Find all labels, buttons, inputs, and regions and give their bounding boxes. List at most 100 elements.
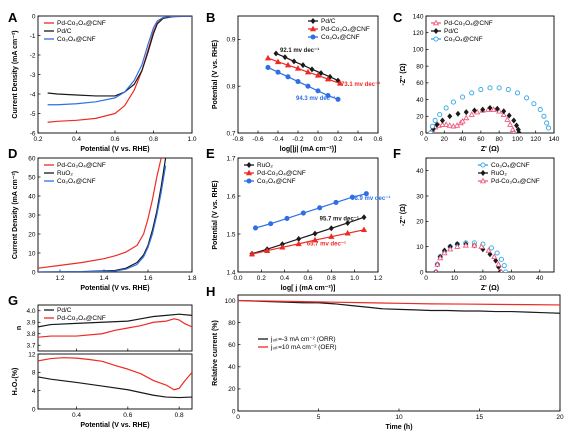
series-1 xyxy=(248,226,368,257)
data-point xyxy=(268,221,274,227)
x-tick-label: 20 xyxy=(479,275,487,282)
data-point xyxy=(273,50,279,57)
legend-marker xyxy=(310,34,316,40)
data-point xyxy=(300,210,306,216)
y-tick-label: 4 xyxy=(32,388,36,395)
legend-marker xyxy=(479,177,487,184)
legend-label: Co₃O₄@CNF xyxy=(57,36,96,43)
legend-marker xyxy=(480,162,486,168)
data-point xyxy=(504,116,511,122)
y-tick-label: 60 xyxy=(228,342,236,349)
data-point xyxy=(499,268,504,272)
legend-label: Pd-Co₃O₄@CNF xyxy=(444,20,493,27)
x-tick-label: 1.0 xyxy=(350,275,359,282)
legend-marker xyxy=(433,36,439,42)
data-point xyxy=(487,85,493,91)
legend-marker xyxy=(246,178,252,184)
series-line xyxy=(38,158,162,269)
data-point xyxy=(441,249,448,256)
y-tick-label: 4.0 xyxy=(26,308,35,315)
data-point xyxy=(507,121,514,127)
x-tick-label: 10 xyxy=(395,414,403,421)
series-line xyxy=(38,318,192,338)
series-line xyxy=(38,165,167,272)
y-tick-label: 3.9 xyxy=(26,320,35,327)
y-tick-label: 80 xyxy=(228,320,236,327)
panel-h: 0 5 10 15 20 0 20 40 60 80 100 Time (h) Relative cur… xyxy=(206,284,564,431)
y-tick-label: 0 xyxy=(420,130,424,137)
data-point xyxy=(450,99,456,105)
y-axis-label: H₂O₂(%) xyxy=(12,368,19,396)
y-tick-label: 3.8 xyxy=(26,331,35,338)
series-2 xyxy=(47,16,192,106)
plot-frame xyxy=(425,157,555,273)
data-point xyxy=(545,125,552,131)
slope-annotation: 65.7 mv dec⁻¹ xyxy=(307,240,346,247)
data-point xyxy=(544,120,550,126)
data-point xyxy=(284,61,292,68)
data-point xyxy=(439,117,445,124)
y-tick-label: 140 xyxy=(413,13,424,20)
data-point xyxy=(468,111,475,117)
x-axis-label: Z' (Ω) xyxy=(481,285,499,292)
panel-letter: F xyxy=(393,146,401,161)
x-tick-label: 0.4 xyxy=(353,136,362,143)
y-tick-label: 10 xyxy=(416,244,424,251)
data-point xyxy=(429,123,435,129)
data-point xyxy=(516,130,522,133)
data-point xyxy=(496,107,503,114)
y-tick-label: 100 xyxy=(413,47,424,54)
data-point xyxy=(349,194,355,200)
data-point xyxy=(460,94,466,100)
y-tick-label: 30 xyxy=(28,212,36,219)
data-point xyxy=(318,70,324,77)
y-tick-label: 8 xyxy=(32,370,36,377)
x-axis-label: Z' (Ω) xyxy=(481,146,499,153)
plot-frame xyxy=(37,353,193,410)
legend-marker xyxy=(245,169,253,176)
x-tick-label: -0.4 xyxy=(272,136,284,143)
series-line xyxy=(38,376,192,399)
data-point xyxy=(252,225,259,231)
series-0 xyxy=(273,50,341,84)
data-point xyxy=(459,117,466,124)
data-point xyxy=(328,233,335,239)
y-tick-label: 40 xyxy=(228,364,236,371)
legend-label: Pd/C xyxy=(57,28,72,35)
y-tick-label: 40 xyxy=(28,193,36,200)
y-tick-label: 3.7 xyxy=(26,343,35,350)
x-tick-label: 0.4 xyxy=(72,136,81,143)
legend-label: Pd-Co₃O₄@CNF xyxy=(257,170,306,177)
y-tick-label: 10 xyxy=(28,250,36,257)
y-tick-label: 40 xyxy=(416,97,424,104)
x-tick-label: 1.0 xyxy=(187,136,196,143)
data-point xyxy=(462,242,469,248)
legend-label: Pd/C xyxy=(444,28,459,35)
y-axis-label: Current Density (mA cm⁻²) xyxy=(12,171,19,259)
data-point xyxy=(284,215,290,221)
series-0 xyxy=(238,299,560,314)
x-tick-label: 0.6 xyxy=(110,136,119,143)
x-tick-label: 5 xyxy=(317,414,321,421)
data-point xyxy=(328,225,334,232)
data-point xyxy=(505,86,511,93)
y-tick-label: 0 xyxy=(232,408,236,415)
y-tick-label: 60 xyxy=(28,155,36,162)
y-tick-label: 1.5 xyxy=(226,231,235,238)
data-point xyxy=(315,88,321,94)
x-axis-label: log[ j (mA cm⁻²)] xyxy=(281,285,336,292)
x-tick-label: 0.2 xyxy=(257,275,266,282)
data-point xyxy=(454,243,461,249)
y-tick-label: 0.9 xyxy=(226,37,235,44)
data-point xyxy=(311,236,319,243)
data-point xyxy=(324,75,332,82)
y-axis-label: n xyxy=(16,326,23,330)
data-point xyxy=(300,62,306,69)
series-line xyxy=(38,313,192,328)
y-tick-label: 0 xyxy=(420,269,424,276)
legend-label: Co₃O₄@CNF xyxy=(444,36,483,43)
x-axis-label: Potential (V vs. RHE) xyxy=(80,285,149,292)
legend-label: Pd-Co₃O₄@CNF xyxy=(57,20,106,27)
x-tick-label: 0 xyxy=(236,414,240,421)
